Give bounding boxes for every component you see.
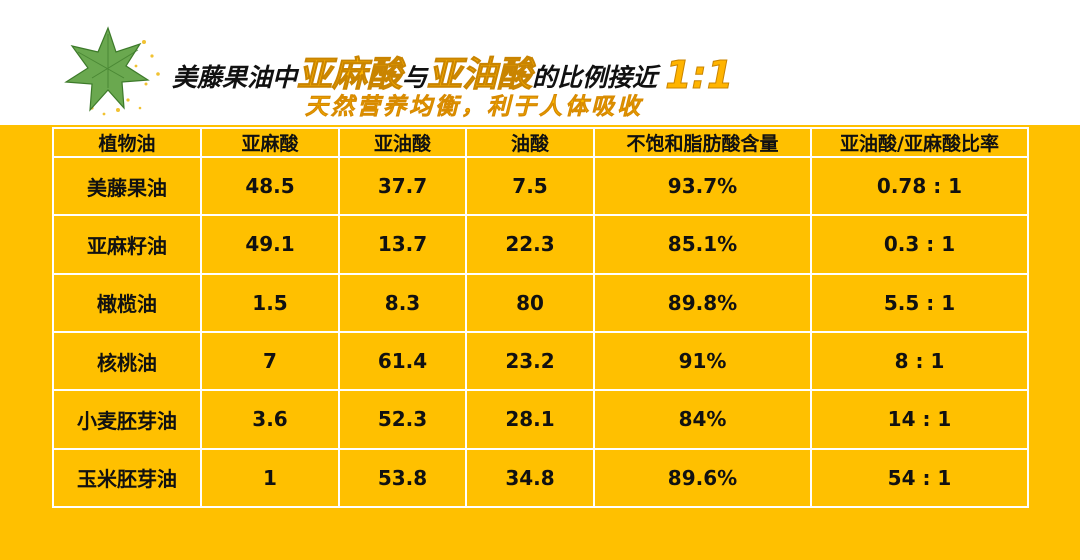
table-cell: 85.1% <box>593 214 812 275</box>
oil-comparison-table: 植物油 亚麻酸 亚油酸 油酸 不饱和脂肪酸含量 亚油酸/亚麻酸比率 美藤果油 4… <box>52 127 1029 509</box>
table-cell: 34.8 <box>465 447 595 509</box>
table-row: 亚麻籽油 49.1 13.7 22.3 85.1% 0.3 : 1 <box>52 214 1029 275</box>
table-cell: 80 <box>465 272 595 333</box>
table-row: 玉米胚芽油 1 53.8 34.8 89.6% 54 : 1 <box>52 447 1029 509</box>
table-cell: 53.8 <box>338 447 467 509</box>
table-cell: 52.3 <box>338 389 467 450</box>
table-cell: 48.5 <box>200 155 340 217</box>
column-header: 植物油 <box>52 127 202 158</box>
table-row: 橄榄油 1.5 8.3 80 89.8% 5.5 : 1 <box>52 272 1029 333</box>
table-cell: 28.1 <box>465 389 595 450</box>
oil-name-cell: 美藤果油 <box>52 155 202 217</box>
leaf-logo-icon <box>58 22 168 127</box>
table-header-row: 植物油 亚麻酸 亚油酸 油酸 不饱和脂肪酸含量 亚油酸/亚麻酸比率 <box>52 127 1029 158</box>
table-cell: 0.78 : 1 <box>810 155 1029 217</box>
table-row: 美藤果油 48.5 37.7 7.5 93.7% 0.78 : 1 <box>52 155 1029 217</box>
headline-part1: 美藤果油中 <box>172 63 298 92</box>
table-cell: 91% <box>593 330 812 392</box>
table-cell: 37.7 <box>338 155 467 217</box>
table-cell: 93.7% <box>593 155 812 217</box>
column-header: 不饱和脂肪酸含量 <box>593 127 812 158</box>
table-cell: 89.6% <box>593 447 812 509</box>
table-cell: 3.6 <box>200 389 340 450</box>
table-cell: 7.5 <box>465 155 595 217</box>
headline: 美藤果油中 亚麻酸 与 亚油酸 的比例接近 1:1 <box>172 45 734 97</box>
table-cell: 1.5 <box>200 272 340 333</box>
table-row: 核桃油 7 61.4 23.2 91% 8 : 1 <box>52 330 1029 392</box>
column-header: 油酸 <box>465 127 595 158</box>
subtitle: 天然营养均衡，利于人体吸收 <box>305 94 643 121</box>
table-cell: 0.3 : 1 <box>810 214 1029 275</box>
oil-name-cell: 亚麻籽油 <box>52 214 202 275</box>
table-cell: 49.1 <box>200 214 340 275</box>
table-cell: 8.3 <box>338 272 467 333</box>
table-cell: 7 <box>200 330 340 392</box>
table-cell: 22.3 <box>465 214 595 275</box>
table-cell: 1 <box>200 447 340 509</box>
table-cell: 61.4 <box>338 330 467 392</box>
table-cell: 89.8% <box>593 272 812 333</box>
headline-part3: 的比例接近 <box>532 63 658 92</box>
headline-highlight-linolenic: 亚麻酸 <box>297 55 403 96</box>
table-cell: 23.2 <box>465 330 595 392</box>
headline-highlight-linoleic: 亚油酸 <box>427 55 533 96</box>
table-cell: 8 : 1 <box>810 330 1029 392</box>
table-cell: 54 : 1 <box>810 447 1029 509</box>
column-header: 亚油酸/亚麻酸比率 <box>810 127 1029 158</box>
headline-ratio: 1:1 <box>665 53 734 97</box>
table-row: 小麦胚芽油 3.6 52.3 28.1 84% 14 : 1 <box>52 389 1029 450</box>
headline-part2: 与 <box>402 63 428 92</box>
oil-name-cell: 小麦胚芽油 <box>52 389 202 450</box>
oil-name-cell: 橄榄油 <box>52 272 202 333</box>
oil-name-cell: 玉米胚芽油 <box>52 447 202 509</box>
table-cell: 5.5 : 1 <box>810 272 1029 333</box>
column-header: 亚麻酸 <box>200 127 340 158</box>
table-cell: 14 : 1 <box>810 389 1029 450</box>
oil-name-cell: 核桃油 <box>52 330 202 392</box>
column-header: 亚油酸 <box>338 127 467 158</box>
table-cell: 84% <box>593 389 812 450</box>
table-cell: 13.7 <box>338 214 467 275</box>
